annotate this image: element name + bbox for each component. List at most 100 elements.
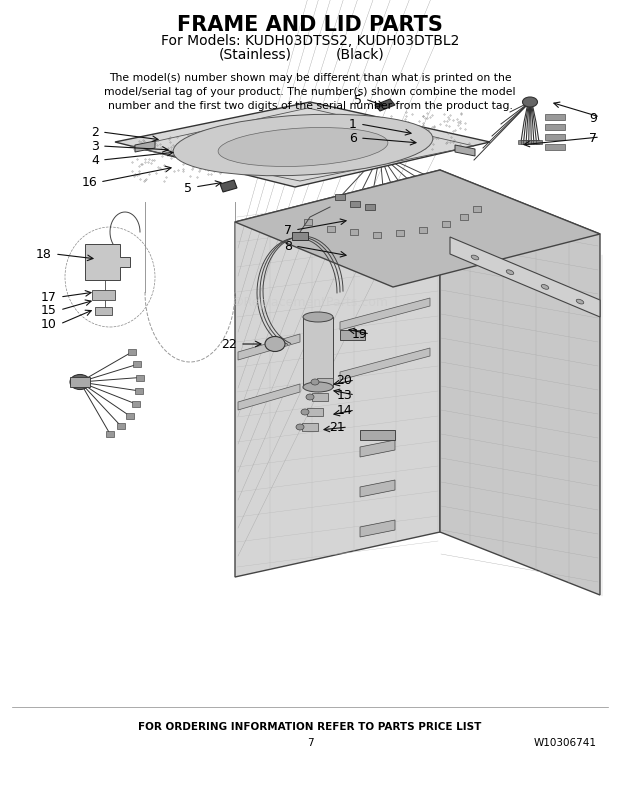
Polygon shape: [523, 141, 529, 145]
Ellipse shape: [173, 115, 433, 176]
Polygon shape: [545, 135, 565, 141]
Polygon shape: [117, 423, 125, 429]
Polygon shape: [340, 349, 430, 380]
Polygon shape: [335, 195, 345, 200]
Text: 5: 5: [354, 93, 362, 107]
Polygon shape: [303, 318, 333, 387]
Polygon shape: [545, 145, 565, 151]
Polygon shape: [533, 141, 539, 145]
Polygon shape: [365, 205, 375, 211]
Polygon shape: [85, 245, 130, 281]
Polygon shape: [375, 100, 395, 111]
Polygon shape: [450, 237, 600, 318]
Polygon shape: [135, 142, 155, 153]
Polygon shape: [304, 220, 312, 225]
Polygon shape: [473, 207, 481, 213]
Text: 17: 17: [41, 291, 57, 304]
Polygon shape: [220, 180, 237, 192]
Text: 22: 22: [221, 338, 237, 351]
Polygon shape: [460, 215, 468, 221]
Text: 8: 8: [284, 241, 292, 253]
Polygon shape: [360, 440, 395, 457]
Polygon shape: [92, 290, 115, 301]
Polygon shape: [133, 362, 141, 368]
Text: The model(s) number shown may be different than what is printed on the
model/ser: The model(s) number shown may be differe…: [104, 73, 516, 111]
Polygon shape: [302, 423, 318, 431]
Polygon shape: [235, 171, 600, 288]
Polygon shape: [545, 115, 565, 121]
Polygon shape: [340, 298, 430, 330]
Polygon shape: [327, 227, 335, 233]
Polygon shape: [531, 141, 537, 145]
Polygon shape: [396, 231, 404, 237]
Polygon shape: [528, 141, 534, 145]
Text: (Stainless): (Stainless): [218, 47, 291, 61]
Polygon shape: [106, 431, 114, 437]
Text: 13: 13: [336, 389, 352, 402]
Polygon shape: [350, 229, 358, 236]
Ellipse shape: [523, 98, 538, 107]
Polygon shape: [70, 378, 90, 387]
Polygon shape: [442, 221, 450, 228]
Text: 19: 19: [352, 328, 367, 341]
Text: For Models: KUDH03DTSS2, KUDH03DTBL2: For Models: KUDH03DTSS2, KUDH03DTBL2: [161, 34, 459, 48]
Text: 4: 4: [91, 154, 99, 168]
Text: ©ReplacementParts.com: ©ReplacementParts.com: [231, 296, 389, 309]
Text: FOR ORDERING INFORMATION REFER TO PARTS PRICE LIST: FOR ORDERING INFORMATION REFER TO PARTS …: [138, 721, 482, 731]
Polygon shape: [440, 171, 600, 595]
Ellipse shape: [70, 375, 90, 390]
Polygon shape: [373, 233, 381, 239]
Polygon shape: [518, 141, 524, 145]
Text: FRAME AND LID PARTS: FRAME AND LID PARTS: [177, 15, 443, 35]
Text: 16: 16: [81, 176, 97, 189]
Text: 10: 10: [41, 318, 57, 331]
Text: 20: 20: [336, 374, 352, 387]
Polygon shape: [135, 388, 143, 395]
Text: 7: 7: [307, 737, 313, 747]
Text: 9: 9: [589, 111, 597, 124]
Polygon shape: [115, 103, 490, 188]
Text: 2: 2: [91, 127, 99, 140]
Polygon shape: [307, 408, 323, 416]
Polygon shape: [360, 431, 395, 440]
Ellipse shape: [296, 424, 304, 431]
Text: (Black): (Black): [335, 47, 384, 61]
Ellipse shape: [265, 337, 285, 352]
Polygon shape: [238, 334, 300, 361]
Polygon shape: [536, 141, 542, 145]
Ellipse shape: [311, 379, 319, 386]
Polygon shape: [136, 375, 144, 381]
Text: W10306741: W10306741: [533, 737, 596, 747]
Polygon shape: [455, 146, 475, 157]
Text: 21: 21: [329, 421, 345, 434]
Text: 5: 5: [184, 181, 192, 194]
Text: 14: 14: [336, 404, 352, 417]
Ellipse shape: [576, 300, 584, 305]
Polygon shape: [132, 402, 140, 407]
Ellipse shape: [471, 256, 479, 261]
Ellipse shape: [306, 395, 314, 400]
Polygon shape: [526, 141, 532, 145]
Text: 1: 1: [349, 119, 357, 132]
Polygon shape: [95, 308, 112, 316]
Polygon shape: [350, 202, 360, 208]
Ellipse shape: [541, 286, 549, 290]
Polygon shape: [235, 171, 440, 577]
Polygon shape: [126, 413, 133, 419]
Text: 15: 15: [41, 304, 57, 317]
Text: 3: 3: [91, 140, 99, 153]
Ellipse shape: [303, 313, 333, 322]
Polygon shape: [545, 125, 565, 131]
Ellipse shape: [303, 383, 333, 392]
Text: 7: 7: [589, 132, 597, 144]
Polygon shape: [340, 330, 365, 341]
Polygon shape: [360, 480, 395, 497]
Polygon shape: [419, 228, 427, 233]
Polygon shape: [128, 350, 136, 355]
Polygon shape: [521, 141, 526, 145]
Ellipse shape: [301, 410, 309, 415]
Text: 6: 6: [349, 132, 357, 145]
Ellipse shape: [506, 270, 514, 275]
Polygon shape: [317, 379, 333, 387]
Text: 18: 18: [36, 248, 52, 261]
